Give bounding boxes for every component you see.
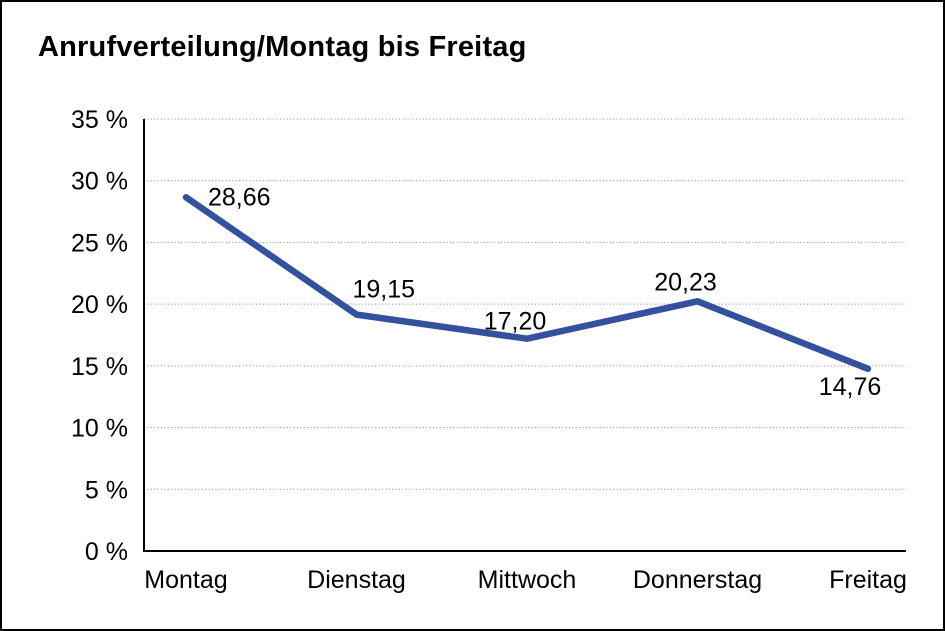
data-point-label: 28,66	[208, 183, 271, 211]
x-axis-tick-label: Dienstag	[307, 566, 406, 594]
chart-title: Anrufverteilung/Montag bis Freitag	[38, 31, 527, 63]
data-point-label: 19,15	[353, 276, 416, 304]
x-axis-tick-label: Donnerstag	[633, 566, 762, 594]
x-axis-tick-label: Montag	[144, 566, 227, 594]
x-axis-tick-label: Freitag	[829, 566, 907, 594]
y-axis-tick-label: 30 %	[71, 168, 128, 196]
y-axis-tick-label: 5 %	[85, 476, 128, 504]
y-axis-tick-label: 10 %	[71, 415, 128, 443]
axis-lines	[143, 119, 906, 552]
series-line	[182, 194, 872, 373]
y-axis-tick-label: 0 %	[85, 538, 128, 566]
y-axis-tick-label: 15 %	[71, 353, 128, 381]
data-point-label: 14,76	[819, 373, 882, 401]
data-point-label: 20,23	[654, 268, 717, 296]
y-axis-tick-label: 25 %	[71, 229, 128, 257]
y-axis-tick-label: 20 %	[71, 291, 128, 319]
y-axis-tick-label: 35 %	[71, 106, 128, 134]
x-axis-tick-label: Mittwoch	[478, 566, 577, 594]
data-point-label: 17,20	[484, 308, 547, 336]
